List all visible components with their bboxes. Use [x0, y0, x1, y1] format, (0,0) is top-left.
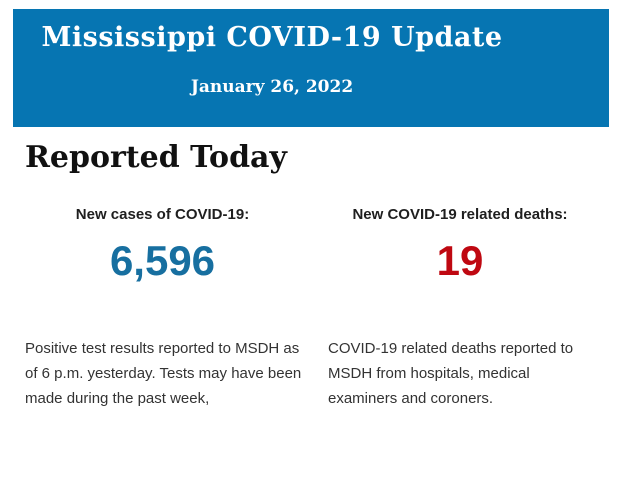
header-banner: Mississippi COVID-19 Update January 26, …: [13, 9, 609, 127]
stat-new-cases: New cases of COVID-19: 6,596: [25, 207, 300, 283]
newsletter-date: January 26, 2022: [190, 77, 354, 97]
stats-row: New cases of COVID-19: 6,596 New COVID-1…: [25, 207, 595, 283]
section-heading-reported-today: Reported Today: [25, 140, 287, 175]
new-deaths-value: 19: [436, 237, 484, 284]
header-banner-content: Mississippi COVID-19 Update January 26, …: [13, 9, 609, 97]
new-deaths-description: COVID-19 related deaths reported to MSDH…: [328, 340, 574, 407]
new-cases-value: 6,596: [109, 237, 216, 284]
descriptions-row: Positive test results reported to MSDH a…: [25, 336, 603, 411]
new-cases-description: Positive test results reported to MSDH a…: [25, 340, 302, 407]
new-cases-description-column: Positive test results reported to MSDH a…: [25, 336, 303, 411]
newsletter-title: Mississippi COVID-19 Update: [41, 22, 503, 53]
new-deaths-description-column: COVID-19 related deaths reported to MSDH…: [328, 336, 603, 411]
stat-new-deaths: New COVID-19 related deaths: 19: [325, 207, 595, 283]
new-deaths-label: New COVID-19 related deaths:: [352, 206, 568, 223]
new-cases-label: New cases of COVID-19:: [75, 206, 250, 223]
